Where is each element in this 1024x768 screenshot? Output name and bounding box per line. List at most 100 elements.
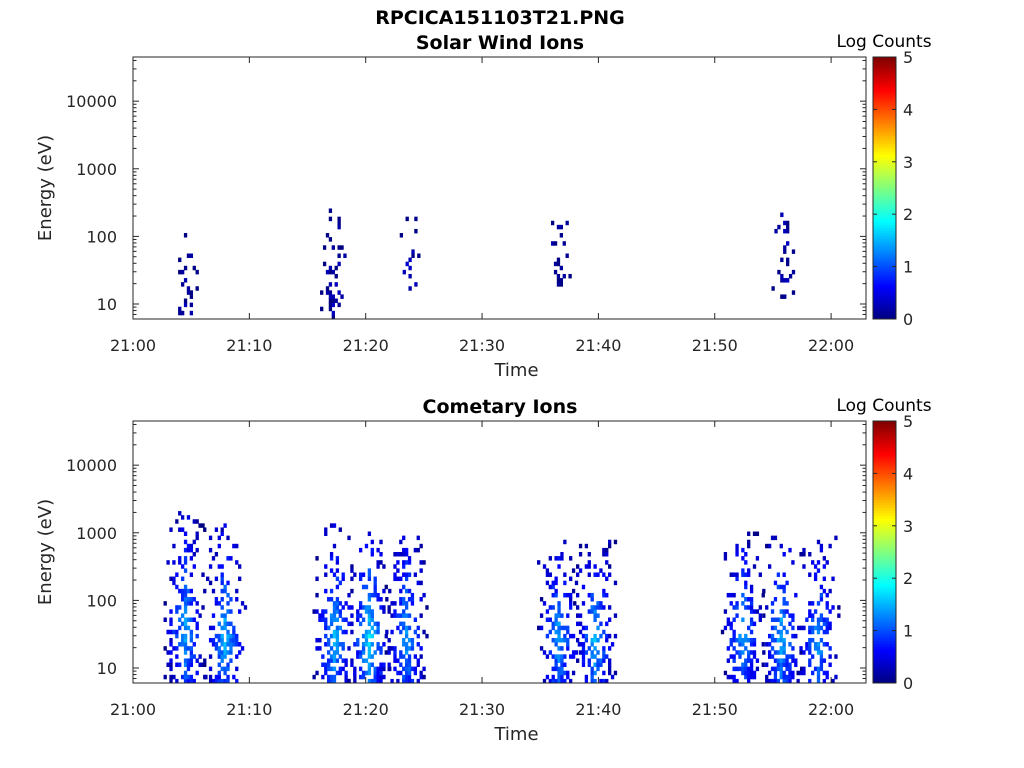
data-pixel [232, 637, 236, 643]
data-pixel [590, 642, 594, 647]
data-pixel [571, 650, 576, 655]
data-pixel [335, 658, 340, 663]
x-tick-label: 21:30 [459, 336, 505, 355]
data-pixel [542, 650, 547, 655]
data-pixel [341, 617, 345, 622]
data-pixel [192, 265, 196, 271]
data-pixel [183, 658, 188, 663]
data-pixel [747, 539, 751, 545]
data-pixel [324, 633, 328, 639]
data-pixel [332, 523, 337, 528]
data-pixel [410, 601, 415, 606]
data-pixel [581, 662, 586, 668]
data-pixel [559, 282, 564, 287]
data-pixel [223, 617, 227, 622]
data-pixel [576, 572, 580, 577]
data-pixel [822, 564, 826, 569]
data-pixel [335, 568, 340, 573]
data-pixel [556, 273, 561, 279]
data-pixel [364, 629, 369, 635]
data-pixel [557, 633, 561, 639]
data-pixel [786, 261, 790, 267]
data-pixel [419, 646, 423, 651]
data-pixel [744, 670, 748, 676]
data-pixel [404, 601, 409, 606]
data-pixel [393, 650, 397, 655]
data-pixel [735, 678, 739, 684]
data-pixel [226, 637, 230, 643]
data-pixel [785, 654, 789, 659]
colorbar-segment [873, 593, 896, 598]
data-pixel [791, 646, 795, 651]
data-pixel [587, 560, 591, 565]
data-pixel [569, 601, 573, 606]
data-pixel [726, 617, 730, 622]
data-pixel [767, 543, 772, 549]
data-pixel [545, 568, 550, 573]
data-pixel [779, 543, 783, 549]
colorbar-segment [873, 465, 896, 469]
data-pixel [785, 662, 789, 668]
data-pixel [186, 678, 191, 684]
data-pixel [178, 556, 182, 561]
data-pixel [779, 666, 783, 672]
colorbar-tick-label: 3 [903, 153, 913, 172]
event-4 [550, 220, 572, 287]
data-pixel [180, 597, 185, 602]
data-pixel [379, 670, 383, 676]
data-pixel [797, 625, 801, 631]
data-pixel [773, 535, 778, 541]
colorbar-segment [873, 601, 896, 605]
data-pixel [799, 625, 804, 631]
data-pixel [819, 592, 824, 598]
data-pixel [414, 228, 418, 234]
data-pixel [416, 662, 420, 668]
colorbar-segment [873, 206, 896, 210]
data-pixel [822, 556, 826, 561]
data-pixel [367, 666, 372, 672]
data-pixel [229, 633, 233, 639]
data-pixel [735, 613, 739, 618]
data-pixel [334, 265, 338, 271]
data-pixel [180, 642, 185, 647]
data-pixel [729, 654, 733, 659]
data-pixel [569, 678, 573, 684]
data-pixel [770, 633, 775, 639]
data-pixel [729, 625, 733, 631]
data-pixel [324, 609, 328, 614]
data-pixel [318, 613, 322, 618]
data-pixel [183, 605, 188, 610]
data-pixel [404, 560, 409, 565]
data-pixel [361, 670, 366, 676]
data-pixel [359, 666, 363, 672]
data-pixel [608, 646, 612, 651]
data-pixel [557, 621, 561, 627]
data-pixel [183, 633, 188, 639]
data-pixel [373, 629, 377, 635]
data-pixel [373, 580, 377, 586]
colorbar-segment [873, 580, 896, 584]
data-pixel [327, 658, 331, 663]
data-pixel [220, 580, 224, 586]
colorbar-segment [873, 214, 896, 218]
data-pixel [749, 584, 754, 590]
data-pixel [376, 592, 380, 598]
data-pixel [828, 646, 832, 651]
data-pixel [554, 658, 558, 663]
colorbar-segment [873, 447, 896, 451]
data-pixel [596, 637, 600, 643]
data-pixel [563, 539, 567, 545]
data-pixel [387, 605, 391, 610]
data-pixel [350, 588, 354, 594]
data-pixel [805, 646, 809, 651]
colorbar-segment [873, 135, 896, 139]
data-pixel [578, 621, 583, 627]
data-pixel [755, 666, 760, 672]
data-pixel [195, 286, 199, 291]
data-pixel [782, 658, 786, 663]
data-pixel [332, 654, 337, 659]
data-pixel [825, 674, 829, 680]
data-pixel [232, 674, 236, 680]
data-pixel [584, 678, 589, 684]
data-pixel [419, 568, 423, 573]
